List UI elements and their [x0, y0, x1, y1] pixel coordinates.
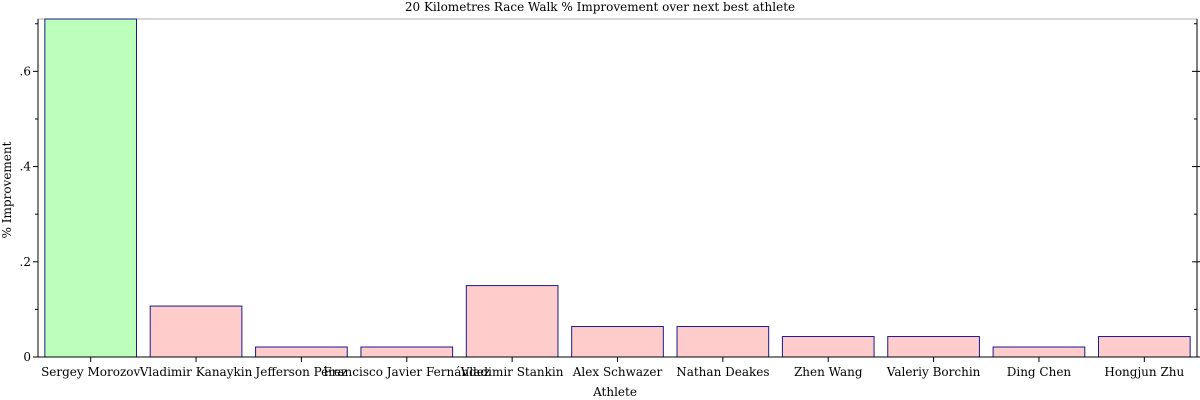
bar — [992, 346, 1086, 358]
x-tick-label: Nathan Deakes — [676, 365, 769, 379]
x-axis-label: Athlete — [592, 385, 637, 399]
plot-area: 0 .2 .4 .6 Sergey Morozov Vladimir Kanaykin Je… — [20, 18, 1200, 379]
chart-title: 20 Kilometres Race Walk % Improvement ov… — [405, 0, 795, 14]
y-tick-label: 0 — [23, 350, 31, 364]
bar — [44, 18, 138, 358]
y-tick-label: .6 — [20, 64, 31, 78]
x-tick-label: Valeriy Borchin — [886, 365, 981, 379]
bar — [1097, 336, 1191, 358]
bar — [149, 305, 243, 358]
y-axis-label: % Improvement — [0, 141, 14, 238]
y-tick-label: .4 — [20, 160, 32, 174]
bar — [465, 285, 559, 358]
bar — [887, 336, 980, 358]
bar — [571, 326, 664, 358]
x-tick-label: Francisco Javier Fernández — [323, 365, 490, 379]
x-tick-label: Sergey Morozov — [41, 365, 140, 379]
x-tick-label: Vladimir Stankin — [460, 365, 564, 379]
x-tick-label: Zhen Wang — [794, 365, 863, 379]
bar — [781, 336, 875, 358]
x-tick-label: Jefferson Pérez — [253, 365, 347, 379]
bar — [676, 326, 770, 358]
x-tick-label: Alex Schwazer — [572, 365, 663, 379]
x-tick-label: Hongjun Zhu — [1104, 365, 1184, 379]
bar — [255, 346, 348, 358]
x-tick-label: Vladimir Kanaykin — [139, 365, 253, 379]
y-tick-label: .2 — [20, 255, 31, 269]
bar — [360, 346, 454, 358]
x-tick-label: Ding Chen — [1007, 365, 1072, 379]
